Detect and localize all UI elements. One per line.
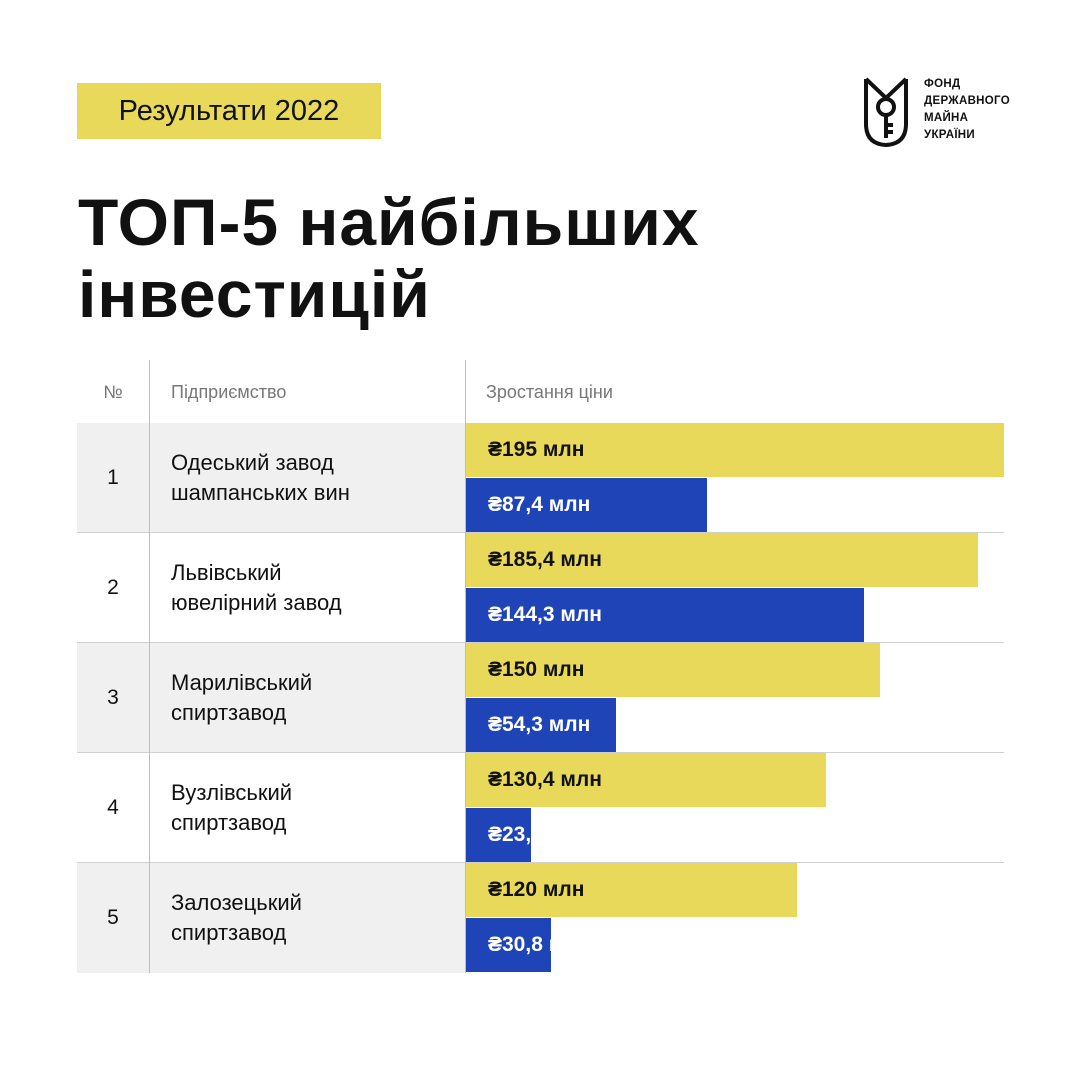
bar-value-label: ₴87,4 млн xyxy=(488,493,591,516)
row-divider xyxy=(77,642,1004,643)
bar-initial-price xyxy=(466,698,616,752)
row-shade xyxy=(77,863,466,973)
company-name: Марилівський спиртзавод xyxy=(171,670,313,725)
title-line-2: інвестицій xyxy=(78,257,431,331)
bar-initial-price xyxy=(466,588,864,642)
rank-number: 3 xyxy=(107,686,119,709)
title-line-1: ТОП-5 найбільших xyxy=(78,185,700,259)
key-emblem-icon xyxy=(864,77,908,147)
bar-value-label: ₴23,6 млн xyxy=(488,823,591,846)
row-shade xyxy=(77,643,466,753)
rank-number: 4 xyxy=(107,796,119,819)
company-name: Залозецький спиртзавод xyxy=(171,890,302,945)
row-divider xyxy=(77,862,1004,863)
rank-number: 5 xyxy=(107,906,119,929)
page-title: ТОП-5 найбільших інвестицій xyxy=(78,186,838,330)
logo-line-3: МАЙНА xyxy=(924,112,969,124)
bar-value-label: ₴30,8 млн xyxy=(488,933,591,956)
bar-value-label: ₴130,4 млн xyxy=(488,768,602,791)
rank-number: 2 xyxy=(107,576,119,599)
bar-value-label: ₴120 млн xyxy=(488,878,585,901)
bar-sale-price xyxy=(466,753,826,807)
company-name: Вузлівський спиртзавод xyxy=(171,780,293,835)
bar-value-label: ₴54,3 млн xyxy=(488,713,591,736)
bar-sale-price xyxy=(466,643,880,697)
logo-line-4: УКРАЇНИ xyxy=(924,129,975,141)
year-badge: Результати 2022 xyxy=(77,83,381,139)
bar-value-label: ₴185,4 млн xyxy=(488,548,602,571)
bar-initial-price xyxy=(466,478,707,532)
logo-line-1: ФОНД xyxy=(924,78,961,90)
column-header-company: Підприємство xyxy=(171,381,287,402)
column-divider xyxy=(465,360,466,973)
logo-line-2: ДЕРЖАВНОГО xyxy=(924,95,1010,107)
rank-number: 1 xyxy=(107,466,119,489)
row-divider xyxy=(77,752,1004,753)
bar-initial-price xyxy=(466,808,531,862)
fund-logo-text: ФОНД ДЕРЖАВНОГО МАЙНА УКРАЇНИ xyxy=(924,76,1010,144)
column-header-number: № xyxy=(103,381,123,402)
bar-sale-price xyxy=(466,423,1004,477)
company-name: Одеський завод шампанських вин xyxy=(171,450,350,505)
company-name: Львівський ювелірний завод xyxy=(171,560,342,615)
column-header-growth: Зростання ціни xyxy=(486,381,613,402)
bar-value-label: ₴150 млн xyxy=(488,658,585,681)
row-divider xyxy=(77,532,1004,533)
bar-sale-price xyxy=(466,863,797,917)
column-divider xyxy=(149,360,150,973)
row-shade xyxy=(77,423,466,533)
bar-initial-price xyxy=(466,918,551,972)
bar-sale-price xyxy=(466,533,978,587)
bar-value-label: ₴144,3 млн xyxy=(488,603,602,626)
bar-value-label: ₴195 млн xyxy=(488,438,585,461)
fund-logo: ФОНД ДЕРЖАВНОГО МАЙНА УКРАЇНИ xyxy=(862,76,1010,148)
